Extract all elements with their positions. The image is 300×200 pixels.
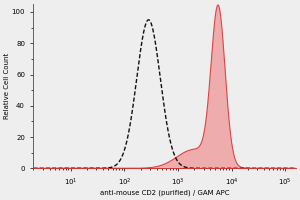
X-axis label: anti-mouse CD2 (purified) / GAM APC: anti-mouse CD2 (purified) / GAM APC [100, 189, 230, 196]
Y-axis label: Relative Cell Count: Relative Cell Count [4, 53, 10, 119]
